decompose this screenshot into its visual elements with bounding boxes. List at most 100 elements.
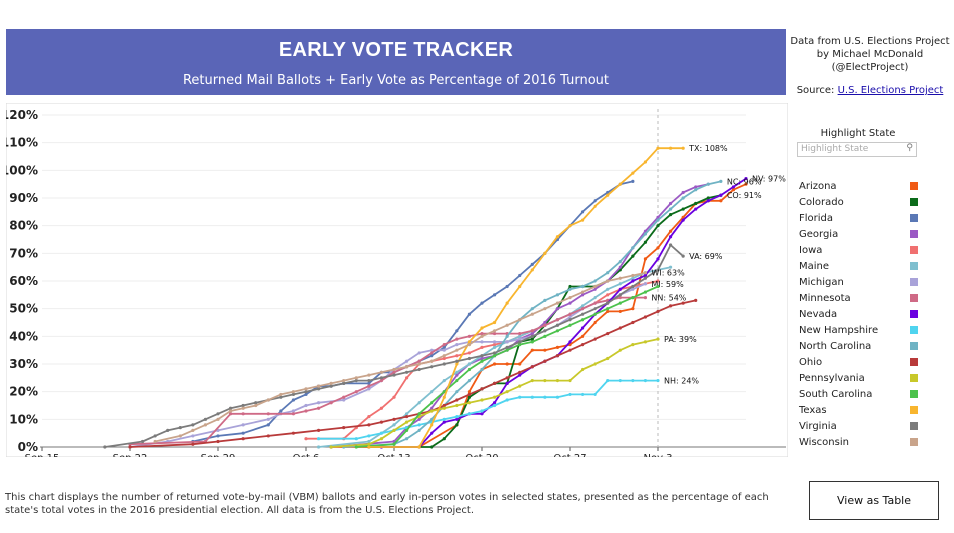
data-point: [455, 423, 459, 427]
legend-item-wisconsin[interactable]: Wisconsin: [799, 436, 921, 452]
data-point: [631, 296, 635, 300]
data-point: [543, 359, 547, 363]
data-point: [379, 420, 384, 424]
data-point: [518, 284, 522, 289]
data-point: [606, 309, 610, 314]
data-point: [492, 381, 497, 385]
y-tick-label: 120%: [6, 108, 38, 122]
legend-swatch: [910, 230, 918, 238]
data-point: [580, 293, 585, 297]
legend-item-arizona[interactable]: Arizona: [799, 180, 921, 196]
data-point: [291, 390, 296, 394]
data-point: [404, 428, 409, 432]
data-point: [379, 406, 384, 410]
legend-item-colorado[interactable]: Colorado: [799, 196, 921, 212]
legend-label: Minnesota: [799, 293, 851, 304]
data-point: [103, 445, 107, 449]
data-point: [140, 439, 145, 444]
data-point: [518, 362, 522, 366]
data-point: [467, 351, 472, 355]
y-tick-label: 70%: [9, 246, 38, 260]
data-point: [455, 343, 459, 347]
series-line: [129, 282, 646, 448]
data-point: [417, 401, 421, 405]
data-point: [417, 367, 421, 372]
legend-item-michigan[interactable]: Michigan: [799, 276, 921, 292]
data-point: [543, 320, 547, 325]
data-point: [480, 387, 484, 391]
data-point: [606, 293, 610, 297]
data-point: [505, 348, 509, 352]
data-point: [706, 196, 710, 200]
data-point: [505, 340, 509, 344]
data-point: [568, 312, 572, 316]
source-link[interactable]: U.S. Elections Project: [837, 85, 944, 96]
y-tick-label: 90%: [9, 191, 38, 205]
data-point: [530, 379, 534, 383]
x-tick-label: Oct 20: [465, 453, 498, 457]
legend-item-north-carolina[interactable]: North Carolina: [799, 340, 921, 356]
data-point: [404, 370, 409, 374]
legend-item-maine[interactable]: Maine: [799, 260, 921, 276]
data-point: [656, 146, 660, 150]
data-point: [329, 384, 333, 388]
data-point: [480, 345, 484, 349]
data-point: [291, 412, 296, 416]
legend-item-ohio[interactable]: Ohio: [799, 356, 921, 372]
data-point: [505, 362, 509, 366]
data-point: [543, 395, 547, 399]
data-point: [417, 362, 421, 366]
data-point: [580, 326, 585, 330]
data-point: [631, 276, 635, 280]
data-point: [492, 293, 497, 297]
legend-item-new-hampshire[interactable]: New Hampshire: [799, 324, 921, 340]
x-tick-label: Oct 6: [293, 453, 320, 457]
legend-item-texas[interactable]: Texas: [799, 404, 921, 420]
highlight-state-input[interactable]: Highlight State ⚲: [797, 142, 917, 157]
y-tick-label: 10%: [9, 412, 38, 426]
x-tick-label: Oct 27: [553, 453, 586, 457]
data-point: [543, 307, 547, 311]
data-point: [354, 390, 358, 394]
data-point: [618, 326, 622, 330]
view-as-table-button[interactable]: View as Table: [809, 481, 939, 520]
series-line: [331, 183, 747, 448]
data-point: [304, 392, 308, 397]
data-point: [367, 373, 371, 377]
data-point: [467, 312, 472, 316]
data-point: [518, 370, 522, 374]
data-point: [392, 367, 396, 372]
data-point: [681, 146, 685, 150]
data-point: [254, 403, 258, 408]
data-point: [530, 348, 534, 352]
data-point: [618, 260, 622, 264]
legend-item-virginia[interactable]: Virginia: [799, 420, 921, 436]
data-point: [404, 437, 409, 441]
legend-item-pennsylvania[interactable]: Pennsylvania: [799, 372, 921, 388]
data-point: [555, 379, 560, 383]
data-point: [430, 406, 434, 410]
data-point: [593, 307, 597, 311]
legend-item-minnesota[interactable]: Minnesota: [799, 292, 921, 308]
data-point: [555, 354, 560, 358]
data-point: [643, 282, 648, 286]
data-point: [530, 337, 534, 341]
data-point: [505, 323, 509, 327]
legend-item-nevada[interactable]: Nevada: [799, 308, 921, 324]
data-point: [442, 362, 446, 366]
legend-item-georgia[interactable]: Georgia: [799, 228, 921, 244]
legend-swatch: [910, 182, 918, 190]
legend-item-florida[interactable]: Florida: [799, 212, 921, 228]
data-point: [543, 251, 547, 255]
data-point: [606, 301, 610, 305]
data-point: [379, 379, 384, 383]
data-point: [505, 284, 509, 289]
data-point: [228, 409, 233, 413]
data-point: [480, 326, 484, 330]
legend-item-iowa[interactable]: Iowa: [799, 244, 921, 260]
data-point: [442, 437, 446, 441]
legend-item-south-carolina[interactable]: South Carolina: [799, 388, 921, 404]
data-point: [618, 296, 622, 300]
data-point: [480, 409, 484, 413]
data-point: [492, 401, 497, 405]
